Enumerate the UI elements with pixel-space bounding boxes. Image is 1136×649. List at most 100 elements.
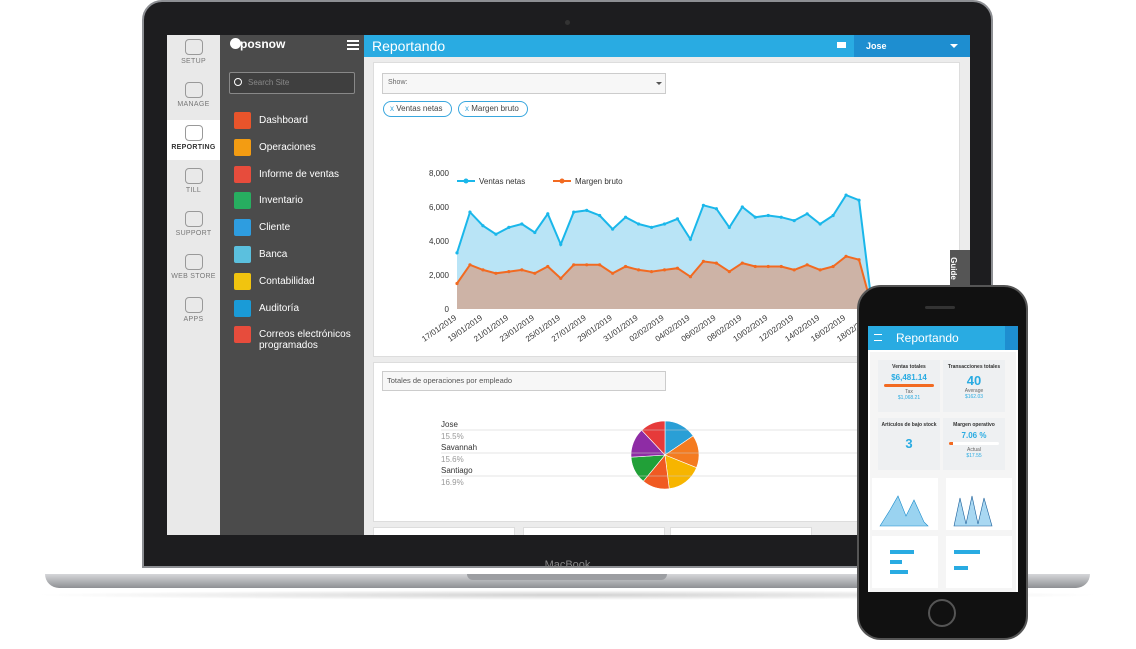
user-name: Jose xyxy=(866,41,887,51)
y-tick-label: 2,000 xyxy=(429,271,450,280)
header-bar: Reportando Jose xyxy=(364,35,970,57)
show-label: Show: xyxy=(388,79,408,86)
point xyxy=(636,268,641,272)
menu-icon xyxy=(234,299,251,317)
phone-dropdown[interactable] xyxy=(1005,326,1018,350)
pie-legend-value: 15.5% xyxy=(441,432,464,441)
card-title: Ventas totales xyxy=(892,364,926,370)
sidebar-item[interactable]: SETUP xyxy=(167,39,220,65)
point xyxy=(533,271,537,275)
sidebar-label: TILL xyxy=(185,187,202,194)
bottom-card xyxy=(373,527,515,535)
phone-speaker xyxy=(925,306,955,309)
point xyxy=(688,237,693,241)
sidebar-item[interactable]: TILL xyxy=(167,168,220,194)
card-value: $6,481.14 xyxy=(891,373,927,382)
sidebar-item[interactable]: MANAGE xyxy=(167,82,220,108)
point xyxy=(740,261,744,265)
pie-legend-name: Santiago xyxy=(441,466,473,475)
menu-icon xyxy=(234,272,251,290)
point xyxy=(805,212,809,216)
point xyxy=(701,259,706,263)
menu-item[interactable]: Cliente xyxy=(234,219,362,237)
search-box[interactable]: Search Site xyxy=(229,72,355,94)
bottom-card xyxy=(670,527,812,535)
card-bar xyxy=(884,384,934,387)
point xyxy=(675,266,680,270)
point xyxy=(662,268,667,272)
menu-item[interactable]: Informe de ventas xyxy=(234,165,362,183)
phone-menu-icon[interactable] xyxy=(874,334,882,341)
sidebar-item[interactable]: APPS xyxy=(167,297,220,323)
pie-legend-value: 15.6% xyxy=(441,455,464,464)
menu-icon xyxy=(234,219,251,237)
laptop-notch xyxy=(467,574,667,580)
point xyxy=(766,264,770,269)
phone-home-button[interactable] xyxy=(928,599,956,627)
sidebar-item[interactable]: SUPPORT xyxy=(167,211,220,237)
laptop-base xyxy=(45,574,1090,588)
point xyxy=(753,264,757,269)
point xyxy=(481,224,485,228)
menu-label: Operaciones xyxy=(259,141,316,153)
pie-legend-name: Jose xyxy=(441,420,458,429)
sidebar-icon xyxy=(184,211,203,227)
menu-item[interactable]: Banca xyxy=(234,246,362,263)
point xyxy=(559,242,563,246)
mail-icon[interactable] xyxy=(837,42,846,48)
bottom-card xyxy=(523,527,665,535)
point xyxy=(649,225,654,229)
point xyxy=(649,270,654,274)
point xyxy=(662,222,667,226)
pie-legend-value: 16.9% xyxy=(441,478,464,487)
sidebar-label: APPS xyxy=(183,316,204,323)
sidebar-item[interactable]: WEB STORE xyxy=(167,254,220,280)
header-title: Reportando xyxy=(372,38,446,54)
hamburger[interactable] xyxy=(347,40,359,50)
point xyxy=(494,271,498,275)
point xyxy=(507,225,511,229)
menu-item[interactable]: Correos electrónicos programados xyxy=(234,326,362,351)
point xyxy=(727,270,731,274)
area xyxy=(457,256,872,309)
card-value: 3 xyxy=(905,436,913,451)
point xyxy=(611,227,615,231)
point xyxy=(844,193,848,197)
guide-tab[interactable]: Guide xyxy=(949,250,970,290)
sidebar-icon xyxy=(184,125,203,141)
card-sub-label: Tax xyxy=(905,389,913,395)
point xyxy=(468,263,472,267)
point xyxy=(455,281,459,286)
filter-chip[interactable]: Margen bruto xyxy=(458,101,528,117)
card-title: Margen operativo xyxy=(953,422,995,428)
sidebar-item[interactable]: REPORTING xyxy=(167,125,220,151)
laptop-camera xyxy=(565,20,570,25)
sidebar-label: REPORTING xyxy=(171,144,216,151)
card-title: Transacciones totales xyxy=(947,364,1001,370)
user-dropdown[interactable]: Jose xyxy=(854,35,970,57)
show-select[interactable]: Show: xyxy=(382,73,666,94)
menu-item[interactable]: Auditoría xyxy=(234,299,362,317)
laptop-brand: MacBook xyxy=(544,559,591,571)
phone-header: Reportando xyxy=(868,326,1018,350)
sidebar-label: SETUP xyxy=(181,58,206,65)
filter-chip[interactable]: Ventas netas xyxy=(383,101,452,117)
menu-icon xyxy=(234,326,251,344)
point xyxy=(585,263,589,267)
phone-mini-charts xyxy=(872,478,1012,588)
point xyxy=(818,222,822,226)
card-sub-value: $162.03 xyxy=(964,394,984,400)
menu-label: Auditoría xyxy=(259,302,300,314)
menu-item[interactable]: Dashboard xyxy=(234,112,362,129)
menu-icon xyxy=(234,138,251,156)
point xyxy=(727,225,731,229)
menu-item[interactable]: Contabilidad xyxy=(234,272,362,290)
menu-item[interactable]: Inventario xyxy=(234,192,362,210)
point xyxy=(611,271,615,275)
pie-select[interactable]: Totales de operaciones por empleado xyxy=(382,371,666,391)
card-value: 40 xyxy=(966,373,982,388)
menu-item[interactable]: Operaciones xyxy=(234,138,362,156)
sidebar-label: WEB STORE xyxy=(171,273,216,280)
